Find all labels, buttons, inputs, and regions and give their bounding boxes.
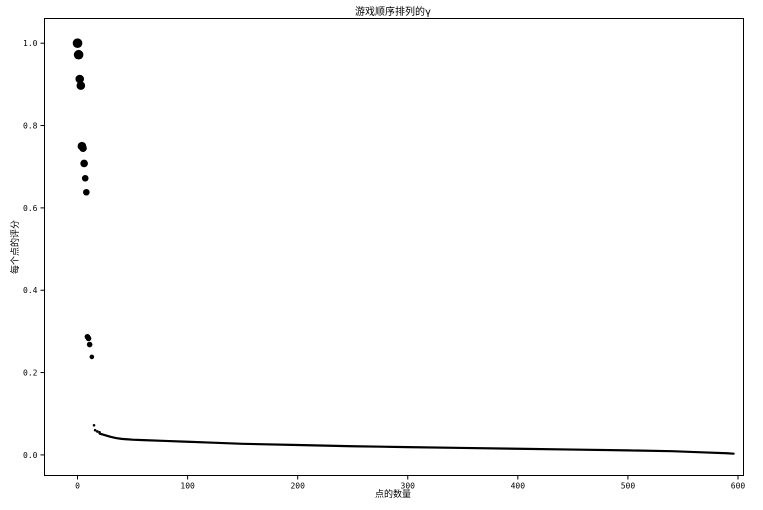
x-tick-label: 100 <box>180 482 195 491</box>
y-tick-label: 0.6 <box>23 204 38 213</box>
y-axis-title: 每个点的评分 <box>9 220 21 274</box>
x-tick-label: 300 <box>401 482 416 491</box>
y-axis: 0.0 0.2 0.4 0.6 0.8 1.0 <box>23 39 45 460</box>
x-tick-label: 500 <box>621 482 636 491</box>
x-tick-label: 0 <box>75 482 80 491</box>
y-tick-label: 0.4 <box>23 286 38 295</box>
scatter-point <box>89 354 95 360</box>
plot-area <box>72 38 735 455</box>
x-axis: 0 100 200 300 400 500 600 <box>75 475 746 491</box>
scatter-point <box>79 144 87 152</box>
x-axis-title: 点的数量 <box>375 488 411 500</box>
x-tick-label: 600 <box>731 482 746 491</box>
scatter-point <box>72 38 83 49</box>
scatter-point <box>93 428 97 432</box>
scatter-point <box>76 81 86 90</box>
scatter-point <box>81 174 89 182</box>
scatter-point <box>92 423 96 427</box>
scatter-point <box>85 335 92 342</box>
scatter-point <box>86 341 93 348</box>
chart-title: 游戏顺序排列的γ <box>355 5 431 18</box>
x-tick-label: 200 <box>290 482 305 491</box>
scatter-point <box>83 188 90 196</box>
plot-frame <box>44 18 744 476</box>
scatter-point <box>75 74 85 84</box>
y-tick-label: 0.2 <box>23 369 38 378</box>
scatter-point <box>73 49 84 60</box>
scatter-point <box>98 430 101 434</box>
y-tick-label: 1.0 <box>23 39 38 48</box>
tail-points <box>98 432 735 455</box>
y-tick-label: 0.8 <box>23 122 38 131</box>
x-tick-label: 400 <box>511 482 526 491</box>
scatter-point <box>80 159 88 168</box>
scatter-point <box>96 430 99 433</box>
y-tick-label: 0.0 <box>23 451 38 460</box>
